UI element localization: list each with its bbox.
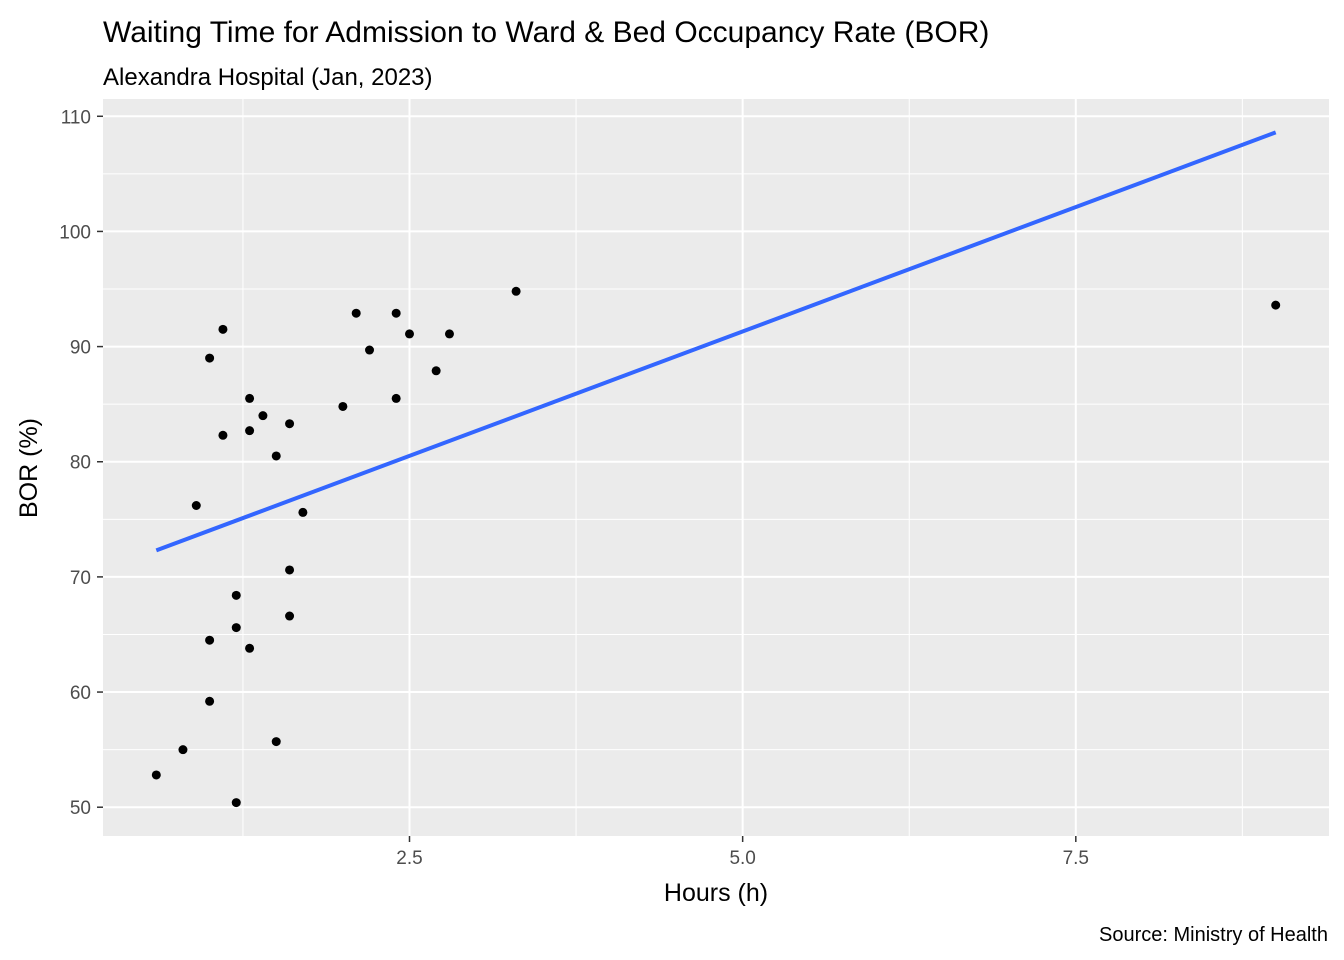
x-tick-label: 7.5 xyxy=(1063,848,1089,869)
trend-line-layer xyxy=(155,130,1277,553)
data-point xyxy=(271,737,281,747)
data-point xyxy=(231,590,241,600)
data-point xyxy=(298,507,308,517)
data-point xyxy=(444,329,454,339)
y-tick-label: 80 xyxy=(70,453,91,474)
data-point xyxy=(205,696,215,706)
data-point xyxy=(271,451,281,461)
chart-title: Waiting Time for Admission to Ward & Bed… xyxy=(103,16,989,49)
data-point xyxy=(405,329,414,339)
data-point xyxy=(391,393,401,403)
data-points xyxy=(151,286,1281,808)
y-tick-label: 90 xyxy=(70,338,91,359)
data-point xyxy=(191,501,201,511)
data-point xyxy=(338,401,348,411)
data-point xyxy=(245,426,255,436)
data-point xyxy=(258,411,268,421)
trend-line xyxy=(155,130,1277,553)
x-tick-label: 5.0 xyxy=(729,848,755,869)
data-point xyxy=(218,324,228,334)
x-tick-label: 2.5 xyxy=(396,848,422,869)
data-point xyxy=(151,770,161,780)
y-tick-label: 50 xyxy=(70,798,91,819)
data-point xyxy=(351,308,361,318)
chart-subtitle: Alexandra Hospital (Jan, 2023) xyxy=(103,64,433,91)
x-axis-title: Hours (h) xyxy=(664,879,768,907)
data-point xyxy=(205,635,215,645)
y-tick-label: 60 xyxy=(70,683,91,704)
grid-lines xyxy=(103,99,1329,836)
y-tick-label: 70 xyxy=(70,568,91,589)
data-point xyxy=(205,353,215,363)
data-point xyxy=(285,419,295,429)
y-tick-label: 110 xyxy=(61,107,91,128)
y-axis-title: BOR (%) xyxy=(15,418,43,518)
data-point xyxy=(245,643,255,653)
data-point xyxy=(231,798,241,808)
data-point xyxy=(285,565,295,575)
data-point xyxy=(511,286,521,296)
data-point xyxy=(391,308,401,318)
data-point xyxy=(285,611,295,621)
data-point xyxy=(218,430,228,440)
data-point xyxy=(178,745,188,755)
chart-caption: Source: Ministry of Health xyxy=(1099,924,1328,946)
data-point xyxy=(1271,300,1281,310)
y-tick-label: 100 xyxy=(59,222,91,243)
axis-ticks: 2.5 5.0 7.5 50 60 70 80 90 100 110 xyxy=(59,107,1089,869)
data-point xyxy=(365,345,375,355)
data-point xyxy=(231,623,241,633)
data-point xyxy=(245,393,255,403)
data-point xyxy=(431,366,441,376)
plot-panel xyxy=(103,99,1329,836)
